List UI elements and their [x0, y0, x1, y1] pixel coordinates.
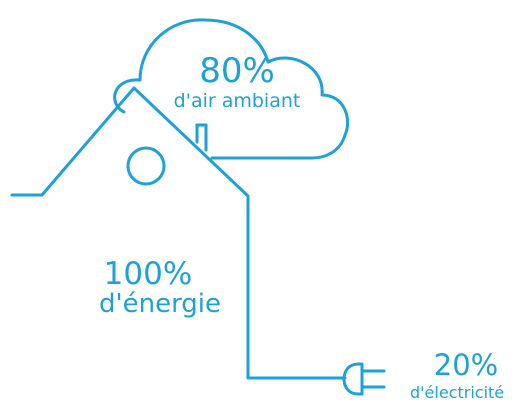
caption: d'air ambiant [174, 90, 301, 112]
value-label: 80% [199, 51, 275, 91]
chimney [197, 125, 206, 150]
value-label: 100% [104, 256, 193, 292]
caption: d'électricité [410, 383, 504, 402]
diagram: 80% d'air ambiant 100% d'énergie 20% d'é… [0, 0, 529, 403]
plug [344, 364, 384, 394]
value-label: 20% [434, 348, 498, 382]
window [128, 148, 164, 184]
caption: d'énergie [99, 289, 221, 319]
page: 80% d'air ambiant 100% d'énergie 20% d'é… [0, 0, 529, 403]
house-outline [12, 88, 345, 378]
